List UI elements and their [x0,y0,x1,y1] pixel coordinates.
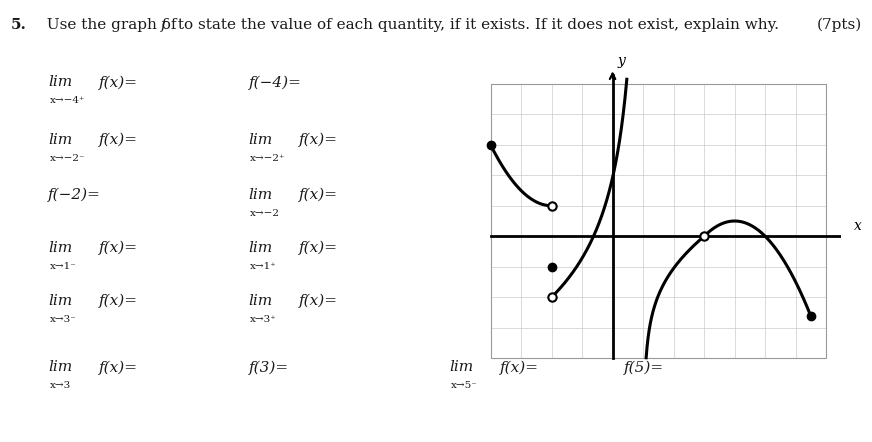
Text: x: x [854,219,862,233]
Text: x→−2⁻: x→−2⁻ [50,154,85,163]
Text: lim: lim [48,75,72,89]
Text: x→1⁻: x→1⁻ [50,262,77,271]
Text: (7pts): (7pts) [816,18,862,32]
Text: x→3⁺: x→3⁺ [250,315,277,324]
Text: x→−2: x→−2 [250,209,280,218]
Text: x→−4⁺: x→−4⁺ [50,96,85,105]
Text: lim: lim [48,360,72,374]
Text: lim: lim [48,133,72,147]
Text: f(x)=: f(x)= [299,133,338,147]
Text: x→−2⁺: x→−2⁺ [250,154,286,163]
Text: f(3)=: f(3)= [249,360,289,375]
Text: to state the value of each quantity, if it exists. If it does not exist, explain: to state the value of each quantity, if … [173,18,779,32]
Text: f(−2)=: f(−2)= [48,188,101,202]
Text: lim: lim [249,188,273,202]
Text: lim: lim [249,241,273,255]
Text: lim: lim [249,294,273,308]
Text: f: f [161,18,167,32]
Text: f(x)=: f(x)= [99,294,138,309]
Text: f(x)=: f(x)= [99,360,138,375]
Text: lim: lim [249,133,273,147]
Text: f(x)=: f(x)= [99,75,138,90]
Text: x→3: x→3 [50,381,71,390]
Text: x→3⁻: x→3⁻ [50,315,77,324]
Text: f(5)=: f(5)= [623,360,664,375]
Text: f(x)=: f(x)= [99,241,138,255]
Text: lim: lim [449,360,473,374]
Text: f(x)=: f(x)= [299,294,338,309]
Text: Use the graph of: Use the graph of [37,18,181,32]
Text: f(x)=: f(x)= [99,133,138,147]
Text: f(x)=: f(x)= [299,241,338,255]
Text: x→1⁺: x→1⁺ [250,262,277,271]
Text: lim: lim [48,241,72,255]
Text: lim: lim [48,294,72,308]
Text: f(x)=: f(x)= [500,360,539,375]
Text: y: y [617,54,625,69]
Text: f(x)=: f(x)= [299,188,338,202]
Text: x→5⁻: x→5⁻ [451,381,478,390]
Text: 5.: 5. [10,18,26,32]
Text: f(−4)=: f(−4)= [249,75,302,90]
